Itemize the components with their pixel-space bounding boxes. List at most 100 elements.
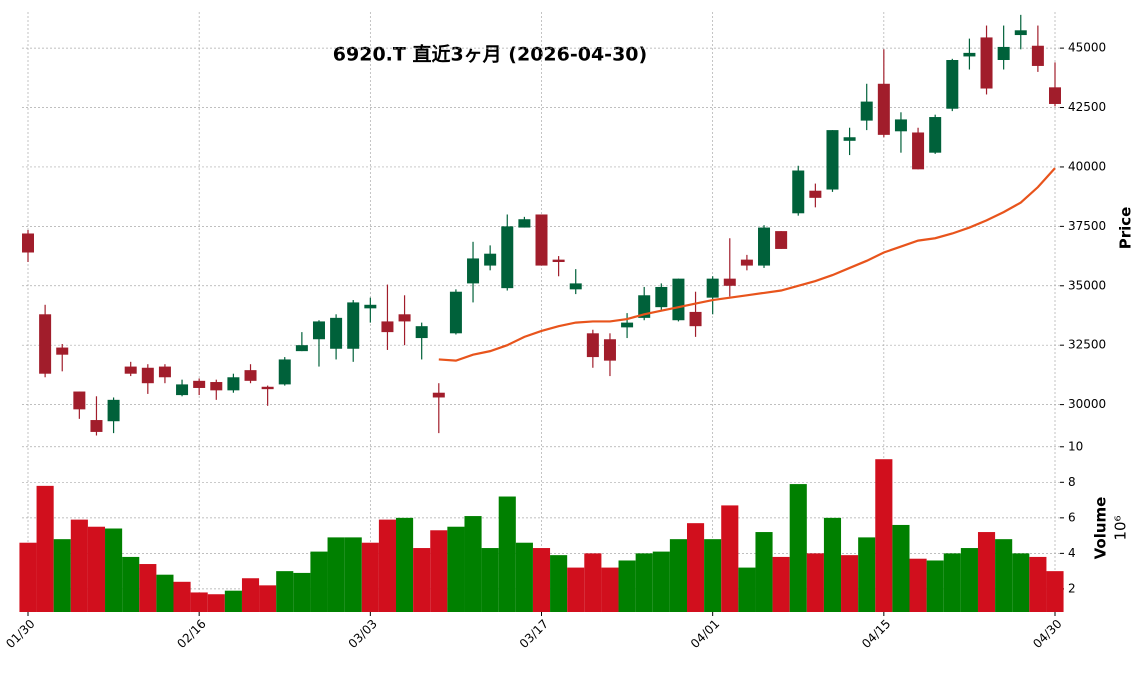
volume-bar [960, 548, 978, 612]
y-tick-label: 40000 [1068, 159, 1106, 173]
volume-tick-label: 10 [1068, 439, 1083, 453]
candle-body [894, 119, 907, 132]
volume-bar [413, 548, 431, 612]
candle-body [912, 132, 925, 170]
y-tick-label: 35000 [1068, 278, 1106, 292]
volume-bar [515, 542, 533, 612]
volume-bar [550, 555, 568, 612]
volume-bar [892, 524, 910, 612]
candle-body [347, 302, 360, 349]
volume-bar [464, 516, 482, 612]
candle-body [586, 333, 599, 358]
volume-bar [721, 505, 739, 612]
candle-body [39, 314, 52, 374]
candle-body [73, 391, 86, 410]
volume-bar [378, 519, 397, 612]
volume-bar [772, 556, 790, 612]
volume-bar [567, 567, 585, 612]
candle-body [706, 278, 719, 298]
candle-body [963, 52, 976, 57]
volume-bar [396, 517, 414, 612]
x-tick-label: 03/17 [517, 617, 551, 651]
volume-bar [190, 592, 208, 612]
candle-body [792, 170, 805, 214]
volume-bar [173, 581, 191, 612]
candle-body [398, 314, 411, 322]
volume-bar [704, 539, 722, 612]
x-tick-label: 04/30 [1030, 617, 1064, 651]
candle-body [312, 321, 325, 340]
volume-bar [738, 567, 756, 612]
volume-bar [601, 567, 619, 612]
volume-bar [858, 537, 876, 612]
volume-bar [1029, 556, 1047, 612]
candle-body [124, 366, 137, 374]
volume-bar [498, 496, 516, 612]
volume-bar [875, 459, 893, 612]
candle-body [655, 286, 668, 308]
candle-body [210, 382, 223, 391]
candle-body [501, 226, 514, 289]
volume-bar [19, 542, 37, 612]
candle-body [980, 37, 993, 89]
candle-body [1031, 45, 1044, 66]
volume-bar [447, 526, 465, 612]
candle-body [330, 317, 343, 349]
candle-body [244, 370, 257, 381]
x-tick-label: 03/03 [346, 617, 380, 651]
candle-body [929, 117, 942, 153]
volume-bar [259, 585, 277, 612]
candle-body [467, 258, 480, 284]
volume-bar [310, 551, 328, 612]
volume-bar [618, 560, 636, 612]
volume-bar [36, 485, 54, 612]
candle-body [193, 380, 206, 388]
candle-body [809, 190, 822, 198]
candle-body [484, 253, 497, 266]
candle-body [603, 339, 616, 361]
volume-bar [943, 553, 961, 612]
candle-body [552, 259, 565, 263]
candle-body [569, 283, 582, 290]
volume-bar [481, 548, 499, 612]
y-tick-label: 45000 [1068, 41, 1106, 55]
y-tick-label: 37500 [1068, 219, 1106, 233]
volume-bar [823, 517, 842, 612]
volume-bar [977, 532, 996, 612]
volume-bar [995, 539, 1013, 612]
candle-body [518, 219, 531, 228]
volume-bar [669, 539, 687, 612]
volume-bar [224, 590, 242, 612]
volume-bar [909, 558, 927, 612]
candle-body [56, 347, 69, 355]
candle-body [1049, 87, 1061, 104]
volume-bar [361, 542, 379, 612]
candle-body [672, 278, 685, 321]
candle-body [723, 278, 736, 286]
x-tick-label: 02/16 [174, 617, 208, 651]
candle-body [449, 291, 462, 334]
x-tick-label: 04/15 [859, 617, 893, 651]
volume-bar [327, 537, 345, 612]
candle-body [261, 386, 274, 390]
candle-body [278, 359, 291, 385]
candle-body [946, 60, 959, 109]
candle-body [295, 345, 308, 352]
volume-bar [1046, 571, 1064, 612]
candle-body [415, 326, 428, 339]
candle-body [758, 227, 771, 266]
volume-bar [430, 530, 448, 612]
chart-title: 6920.T 直近3ヶ月 (2026-04-30) [333, 43, 647, 66]
candle-body [997, 46, 1010, 61]
candle-body [638, 295, 651, 318]
x-tick-label: 04/01 [688, 617, 722, 651]
y-axis-label: Price [1117, 207, 1135, 250]
candle-body [107, 399, 120, 422]
volume-bar [652, 551, 670, 612]
volume-bar [53, 539, 71, 612]
volume-offset-label: 10⁶ [1112, 515, 1130, 540]
candle-body [90, 420, 103, 432]
candle-body [1014, 30, 1027, 36]
volume-bar [139, 564, 157, 612]
